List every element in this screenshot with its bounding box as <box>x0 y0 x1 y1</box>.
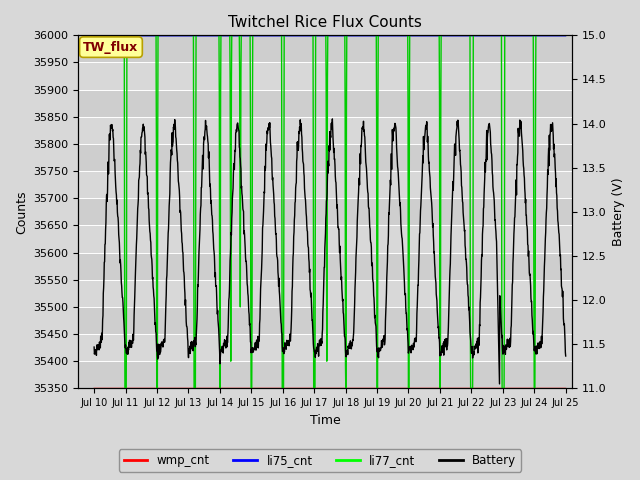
Bar <box>79 144 572 171</box>
Bar <box>79 307 572 334</box>
Bar <box>79 90 572 117</box>
Legend: wmp_cnt, li75_cnt, li77_cnt, Battery: wmp_cnt, li75_cnt, li77_cnt, Battery <box>119 449 521 472</box>
Text: TW_flux: TW_flux <box>83 41 139 54</box>
Bar <box>79 198 572 226</box>
Bar <box>79 252 572 280</box>
Y-axis label: Battery (V): Battery (V) <box>612 178 625 246</box>
Bar <box>79 361 572 388</box>
Bar <box>79 36 572 62</box>
Y-axis label: Counts: Counts <box>15 190 28 234</box>
X-axis label: Time: Time <box>310 414 340 427</box>
Title: Twitchel Rice Flux Counts: Twitchel Rice Flux Counts <box>228 15 422 30</box>
